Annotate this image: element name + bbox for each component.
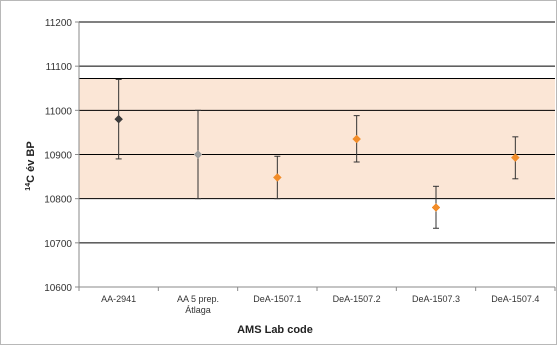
band-layer — [79, 78, 555, 199]
marker-layer — [114, 114, 520, 212]
data-point-marker — [431, 203, 441, 212]
x-tick-label: DeA-1507.2 — [333, 294, 381, 304]
x-tick-label: AA 5 prep. — [177, 294, 219, 304]
y-tick-label: 10900 — [44, 151, 72, 162]
y-tick-label: 10700 — [44, 239, 72, 250]
y-tick-label: 10600 — [44, 283, 72, 294]
grid-layer — [79, 21, 555, 244]
x-tick-labels: AA-2941 AA 5 prep.Átlaga DeA-1507.1 DeA-150… — [101, 294, 539, 315]
x-tick-label: DeA-1507.4 — [491, 294, 539, 304]
x-axis-title: AMS Lab code — [237, 324, 313, 336]
y-tick-label: 10800 — [44, 195, 72, 206]
reference-band — [79, 78, 555, 199]
y-axis-title: 14C év BP — [25, 141, 37, 190]
y-tick-label: 11200 — [45, 18, 73, 29]
y-tick-label: 11100 — [46, 62, 73, 73]
data-point-marker — [510, 153, 520, 162]
y-tick-label: 11000 — [45, 106, 73, 117]
y-tick-labels: 10600 10700 10800 10900 11000 11100 11200 — [44, 18, 72, 294]
x-tick-label: DeA-1507.3 — [412, 294, 460, 304]
data-point-marker — [193, 150, 203, 159]
data-point-marker — [272, 173, 282, 182]
x-tick-label-line2: Átlaga — [185, 305, 211, 315]
x-tick-label: DeA-1507.1 — [253, 294, 301, 304]
y-axis-title-main: C év BP — [25, 141, 37, 183]
x-tick-label: AA-2941 — [101, 294, 136, 304]
error-bar-layer — [115, 78, 519, 229]
y-axis-title-superscript: 14 — [25, 183, 32, 191]
data-point-marker — [114, 114, 124, 124]
data-point-marker — [352, 134, 362, 144]
axis-layer — [75, 21, 556, 291]
